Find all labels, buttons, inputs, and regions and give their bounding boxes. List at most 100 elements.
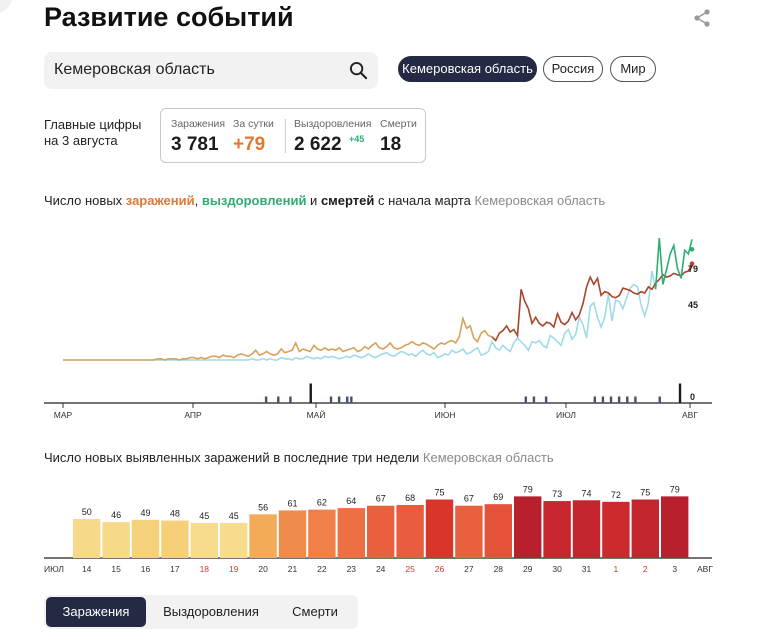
left-edge-decoration: [0, 0, 12, 14]
deaths-bar: [544, 396, 548, 403]
share-icon[interactable]: [692, 8, 712, 28]
bar-category-label: 20: [258, 564, 268, 574]
axis-start-label: ИЮЛ: [44, 564, 64, 574]
bar-value-label: 50: [82, 507, 92, 517]
month-tick-label: ИЮН: [435, 410, 456, 420]
bar-category-label: 27: [464, 564, 474, 574]
page-title: Развитие событий: [44, 2, 294, 32]
bar-category-label: 26: [435, 564, 445, 574]
deaths-bar: [532, 396, 536, 403]
deaths-bar: [346, 396, 349, 403]
bar-category-label: 2: [643, 564, 648, 574]
bar-value-label: 61: [287, 498, 297, 508]
bar-value-label: 45: [229, 511, 239, 521]
region-search-input[interactable]: Кемеровская область: [44, 52, 378, 89]
daily-cases-line-chart: 79 45 0 МАР АПР МАЙ ИЮН ИЮЛ АВГ: [44, 238, 712, 420]
deaths-bar: [593, 396, 597, 403]
deaths-value: 18: [380, 134, 402, 155]
axis-end-label: АВГ: [697, 564, 713, 574]
bar-category-label: 30: [552, 564, 562, 574]
tab-deaths[interactable]: Смерти: [292, 604, 338, 619]
bar-value-label: 64: [346, 496, 356, 506]
bar-category-label: 14: [82, 564, 92, 574]
bar: [367, 505, 395, 558]
bar: [631, 499, 659, 558]
three-weeks-bar-chart: 5014461549164817451845195620612162226423…: [44, 484, 713, 574]
bar-value-label: 68: [405, 493, 415, 503]
bar-category-label: 21: [288, 564, 298, 574]
infections-caption: Заражения: [171, 118, 226, 130]
search-icon[interactable]: [349, 61, 368, 80]
bar-value-label: 74: [581, 488, 591, 498]
infections-line-late: [491, 263, 693, 342]
chart1-title-deaths: смертей: [320, 193, 375, 208]
chart2-title: Число новых выявленных заражений в после…: [44, 450, 554, 465]
bar-value-label: 49: [140, 508, 150, 518]
bar: [190, 522, 218, 558]
month-tick-label: ИЮЛ: [556, 410, 576, 420]
deaths-bar: [678, 383, 682, 403]
bar-category-label: 28: [494, 564, 504, 574]
recoveries-end-point: [689, 247, 695, 252]
bar-category-label: 24: [376, 564, 386, 574]
stats-divider: [285, 119, 286, 153]
deaths-bar: [524, 396, 528, 403]
bar-category-label: 16: [141, 564, 151, 574]
bar: [278, 510, 307, 558]
deaths-bar: [329, 396, 333, 403]
deaths-bar: [658, 396, 661, 403]
bar: [161, 520, 189, 558]
bar-value-label: 46: [111, 510, 121, 520]
search-input-value: Кемеровская область: [54, 61, 215, 78]
bar-category-label: 1: [614, 564, 619, 574]
chart1-title-recoveries: выздоровлений: [201, 193, 307, 208]
bar: [308, 509, 336, 558]
deaths-bar: [601, 396, 605, 403]
recoveries-delta: +45: [349, 134, 365, 144]
recoveries-line-late: [654, 238, 693, 290]
chart2-title-region: Кемеровская область: [422, 450, 554, 465]
bar-category-label: 17: [170, 564, 180, 574]
deaths-bar: [337, 396, 341, 403]
tab-recoveries[interactable]: Выздоровления: [163, 604, 259, 619]
bar-value-label: 69: [493, 492, 503, 502]
infections-value: 3 781: [171, 134, 219, 155]
bar: [425, 499, 454, 558]
summary-label-line2: на 3 августа: [44, 133, 118, 148]
deaths-bar: [277, 396, 280, 403]
bar-category-label: 22: [317, 564, 327, 574]
bar: [102, 522, 130, 558]
chart1-title-comma: ,: [194, 193, 202, 208]
bar-value-label: 48: [170, 509, 180, 519]
deaths-caption: Смерти: [380, 118, 417, 130]
month-tick-label: АПР: [184, 410, 202, 420]
summary-stats: Заражения 3 781 За сутки +79 Выздоровлен…: [160, 108, 426, 163]
bar-category-label: 18: [200, 564, 210, 574]
deaths-bar: [264, 396, 268, 403]
recoveries-value: 2 622: [294, 134, 342, 155]
chart1-title-prefix: Число новых: [44, 193, 126, 208]
bar-value-label: 73: [552, 489, 562, 499]
bar-value-label: 72: [611, 490, 621, 500]
bar-category-label: 15: [111, 564, 121, 574]
bar: [455, 505, 483, 558]
summary-label: Главные цифры на 3 августа: [44, 117, 154, 149]
recoveries-caption: Выздоровления: [294, 118, 372, 130]
chip-world[interactable]: Мир: [610, 56, 656, 82]
recoveries-line-early: [63, 270, 657, 361]
bar: [131, 519, 160, 558]
tab-infections[interactable]: Заражения: [46, 597, 146, 627]
bar-value-label: 56: [258, 502, 268, 512]
daily-caption: За сутки: [233, 118, 274, 130]
bar-category-label: 3: [672, 564, 677, 574]
bar: [602, 501, 630, 558]
bar-value-label: 67: [464, 494, 474, 504]
bar: [484, 504, 512, 558]
chip-russia[interactable]: Россия: [543, 56, 603, 82]
infections-end-label: 79: [688, 264, 698, 274]
bar-value-label: 79: [523, 484, 533, 494]
chart2-title-text: Число новых выявленных заражений в после…: [44, 450, 420, 465]
deaths-bar: [609, 396, 613, 403]
chart1-title-infections: заражений: [125, 193, 195, 208]
chip-kemerovo[interactable]: Кемеровская область: [398, 56, 537, 82]
